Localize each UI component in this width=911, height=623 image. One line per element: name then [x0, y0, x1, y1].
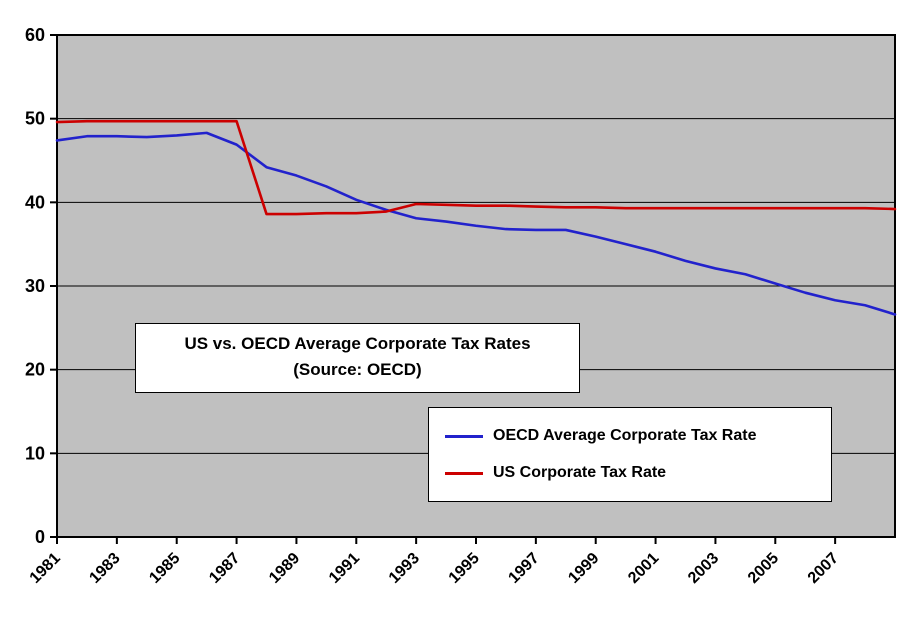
- y-tick-label: 60: [25, 25, 45, 45]
- x-tick-label: 1991: [326, 550, 363, 587]
- x-tick-label: 2005: [745, 550, 782, 587]
- chart-title: US vs. OECD Average Corporate Tax Rates: [184, 334, 531, 353]
- x-tick-label: 1997: [505, 550, 542, 587]
- legend-label-oecd: OECD Average Corporate Tax Rate: [493, 427, 757, 444]
- x-tick-label: 1985: [146, 550, 183, 587]
- x-tick-label: 1987: [206, 550, 243, 587]
- y-tick-label: 0: [35, 527, 45, 547]
- x-tick-label: 1993: [386, 550, 423, 587]
- legend: OECD Average Corporate Tax Rate US Corpo…: [428, 407, 832, 502]
- x-axis: 1981 1983 1985 1987 1989 1991 1993 1995 1997 1999…: [27, 537, 842, 587]
- x-tick-label: 2003: [685, 550, 722, 587]
- y-tick-label: 10: [25, 443, 45, 463]
- us-rate-line: [55, 119, 897, 216]
- x-tick-label: 1981: [27, 550, 64, 587]
- x-tick-label: 1995: [446, 550, 483, 587]
- x-tick-label: 2007: [805, 550, 842, 587]
- oecd-line-swatch: [445, 434, 483, 438]
- chart-subtitle: (Source: OECD): [293, 360, 422, 380]
- y-tick-label: 50: [25, 109, 45, 129]
- legend-label-us: US Corporate Tax Rate: [493, 464, 667, 481]
- y-tick-label: 30: [25, 276, 45, 296]
- x-tick-label: 1999: [565, 550, 602, 587]
- legend-item-us: US Corporate Tax Rate: [445, 464, 831, 482]
- y-tick-label: 40: [25, 192, 45, 212]
- x-tick-label: 1989: [266, 550, 303, 587]
- chart-title-box: US vs. OECD Average Corporate Tax Rates …: [135, 323, 580, 393]
- y-axis: 0 10 20 30 40 50 60: [25, 25, 57, 547]
- legend-item-oecd: OECD Average Corporate Tax Rate: [445, 427, 831, 445]
- x-tick-label: 1983: [86, 550, 123, 587]
- oecd-average-line: [55, 131, 897, 316]
- y-tick-label: 20: [25, 360, 45, 380]
- us-line-swatch: [445, 471, 483, 475]
- x-tick-label: 2001: [625, 550, 662, 587]
